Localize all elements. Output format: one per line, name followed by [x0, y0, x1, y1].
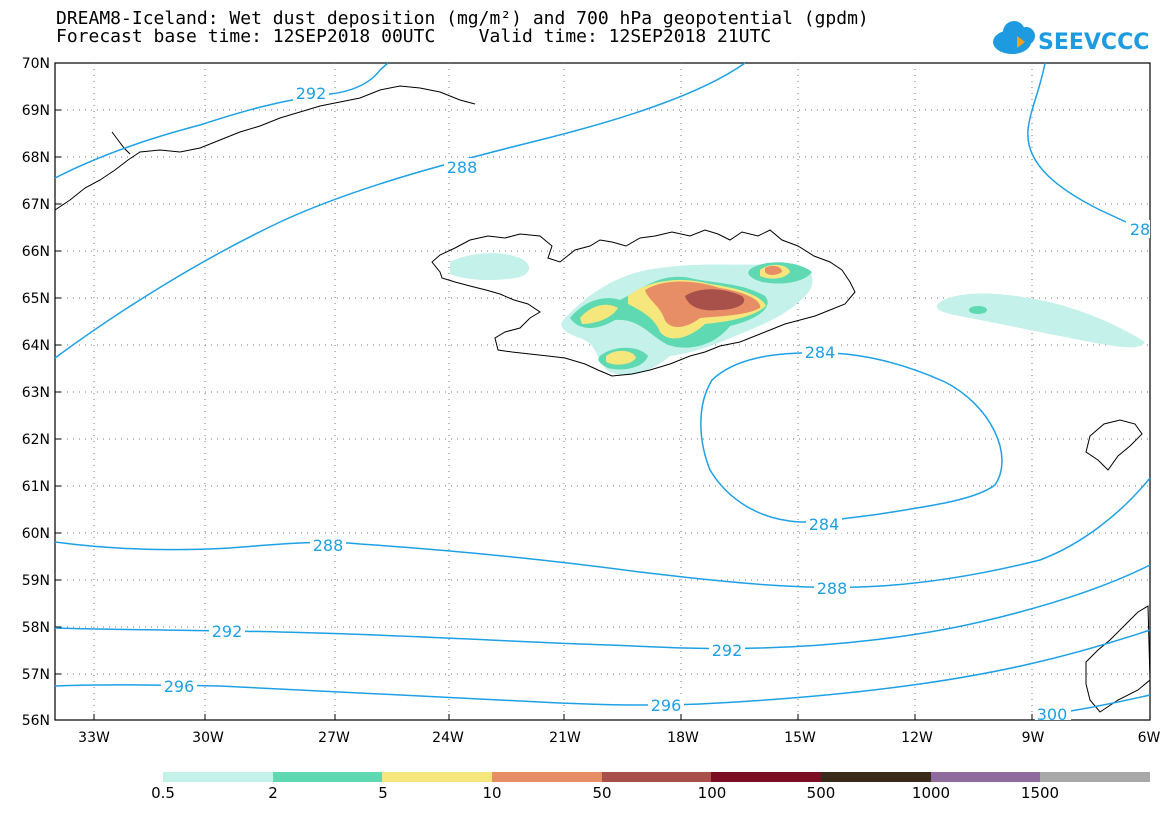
seevccc-logo: SEEVCCC [993, 21, 1149, 55]
geopotential-contours [54, 62, 1151, 717]
coastlines [54, 85, 1151, 713]
legend-tick: 10 [482, 784, 502, 802]
contour-label: 296 [164, 677, 195, 696]
lat-label: 64N [22, 338, 50, 354]
legend-swatch [711, 772, 822, 782]
contour-292-north [54, 62, 389, 179]
lon-label: 33W [78, 730, 110, 746]
legend-tick: 100 [697, 784, 727, 802]
latitude-labels: 70N 69N 68N 67N 66N 65N 64N 63N 62N 61N … [22, 56, 50, 729]
lat-label: 58N [22, 620, 50, 636]
map-canvas: 70N 69N 68N 67N 66N 65N 64N 63N 62N 61N … [22, 56, 1161, 746]
cloud-logo-icon [993, 21, 1035, 54]
lat-label: 69N [22, 103, 50, 119]
longitude-labels: 33W 30W 27W 24W 21W 18W 15W 12W 9W 6W [78, 730, 1160, 746]
lat-label: 66N [22, 244, 50, 260]
contour-label: 284 [809, 515, 840, 534]
contour-label: 288 [313, 536, 344, 555]
contour-label: 292 [296, 84, 327, 103]
legend-swatch [382, 772, 493, 782]
lat-label: 62N [22, 432, 50, 448]
legend-swatch [821, 772, 931, 782]
contour-label: 28 [1130, 220, 1150, 239]
axis-ticks [55, 109, 1033, 720]
map-subtitle: Forecast base time: 12SEP2018 00UTC Vali… [56, 26, 772, 47]
contour-labels: 292 288 28 284 284 288 288 292 292 296 2… [161, 84, 1150, 724]
lat-label: 56N [22, 713, 50, 729]
dust-deposition-field [450, 253, 1145, 376]
contour-label: 288 [817, 579, 848, 598]
lon-label: 12W [901, 730, 933, 746]
legend-tick: 50 [592, 784, 612, 802]
lat-label: 68N [22, 150, 50, 166]
contour-label: 292 [212, 622, 243, 641]
lon-label: 6W [1138, 730, 1161, 746]
lon-label: 15W [784, 730, 816, 746]
logo-text: SEEVCCC [1038, 30, 1149, 55]
contour-288-north [54, 62, 746, 359]
contour-label: 296 [651, 696, 682, 715]
legend-swatch [163, 772, 273, 782]
legend-tick: 1500 [1020, 784, 1060, 802]
lat-label: 65N [22, 291, 50, 307]
legend-swatch [930, 772, 1041, 782]
lat-label: 70N [22, 56, 50, 72]
lon-label: 9W [1022, 730, 1045, 746]
map-title: DREAM8-Iceland: Wet dust deposition (mg/… [56, 8, 869, 29]
lon-label: 21W [549, 730, 581, 746]
lon-label: 27W [318, 730, 350, 746]
contour-label: 288 [447, 158, 478, 177]
legend-swatch [492, 772, 602, 782]
lat-label: 57N [22, 667, 50, 683]
contour-28x-east [1027, 62, 1151, 233]
lat-label: 63N [22, 385, 50, 401]
legend-tick: 5 [378, 784, 388, 802]
contour-label: 300 [1037, 705, 1068, 724]
contour-label: 284 [805, 343, 836, 362]
lat-label: 61N [22, 479, 50, 495]
lon-label: 24W [432, 730, 464, 746]
contour-label: 292 [712, 641, 743, 660]
legend-tick: 0.5 [151, 784, 175, 802]
lat-label: 60N [22, 526, 50, 542]
legend-swatch [1040, 772, 1151, 782]
color-legend [163, 772, 1151, 782]
lon-label: 30W [192, 730, 224, 746]
lat-label: 67N [22, 197, 50, 213]
contour-296-south [54, 629, 1151, 706]
lon-label: 18W [667, 730, 699, 746]
lat-label: 59N [22, 573, 50, 589]
legend-swatch [272, 772, 383, 782]
legend-tick: 1000 [911, 784, 951, 802]
legend-tick: 2 [268, 784, 278, 802]
contour-288-south [54, 477, 1151, 589]
legend-swatch [601, 772, 712, 782]
legend-tick: 500 [806, 784, 836, 802]
contour-284-ring [700, 352, 1003, 523]
